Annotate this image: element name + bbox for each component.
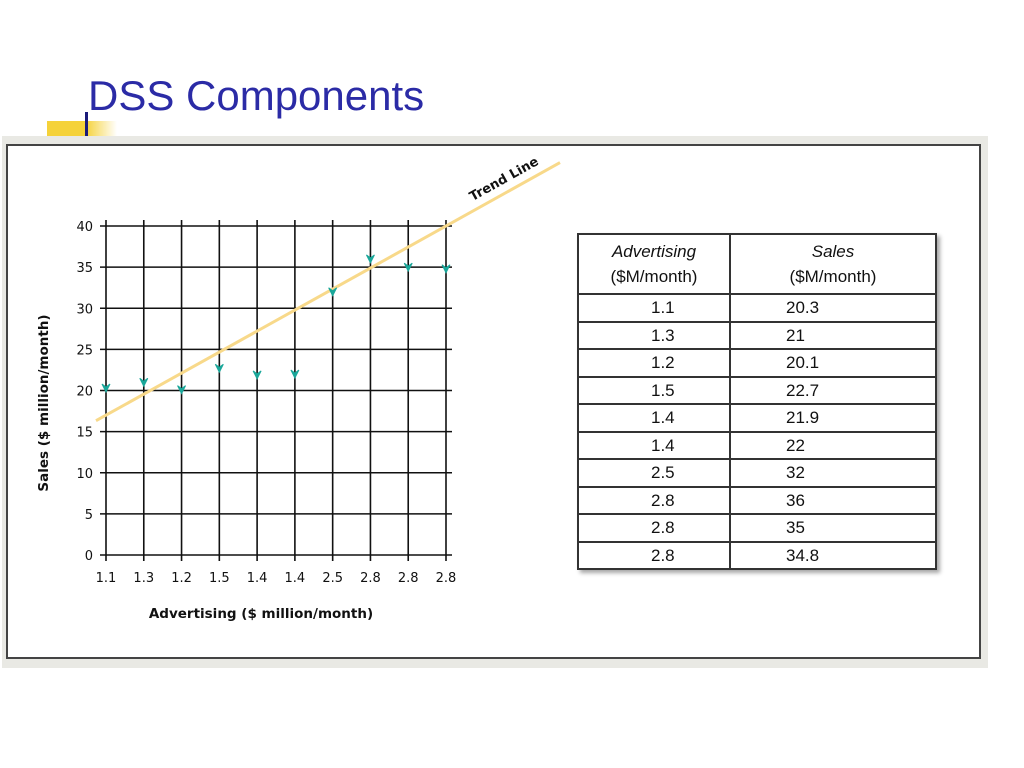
table-header-row: Advertising ($M/month) Sales ($M/month)	[577, 233, 937, 295]
data-point	[101, 383, 111, 394]
figure-frame	[2, 136, 988, 668]
table-cell-advertising: 1.3	[577, 320, 731, 350]
data-point	[252, 370, 262, 380]
x-tick-label: 2.5	[322, 571, 343, 586]
slide-title: DSS Components	[88, 72, 425, 119]
x-tick-label: 2.8	[436, 571, 457, 586]
table-row: 1.2 20.1	[577, 348, 937, 378]
y-tick-label: 5	[85, 508, 93, 523]
data-point	[365, 254, 375, 265]
data-points	[101, 254, 451, 395]
table-header-sales: Sales ($M/month)	[729, 233, 937, 295]
x-tick-label: 2.8	[360, 571, 381, 586]
title-accent-tick	[85, 112, 88, 136]
data-point	[214, 363, 224, 374]
table-cell-advertising: 2.5	[577, 458, 731, 488]
table-cell-sales: 36	[729, 485, 937, 515]
table-cell-sales: 21	[729, 320, 937, 350]
table-cell-sales: 32	[729, 458, 937, 488]
table-cell-advertising: 1.2	[577, 348, 731, 378]
table-cell-advertising: 2.8	[577, 513, 731, 543]
table-cell-advertising: 2.8	[577, 540, 731, 570]
y-tick-label: 40	[76, 220, 93, 235]
table-cell-sales: 35	[729, 513, 937, 543]
data-point	[139, 377, 149, 388]
table-cell-sales: 20.3	[729, 293, 937, 323]
x-tick-label: 1.1	[96, 571, 117, 586]
y-tick-label: 10	[76, 467, 93, 482]
x-tick-label: 1.4	[247, 571, 268, 586]
y-tick-label: 20	[76, 385, 93, 400]
table-cell-sales: 22.7	[729, 375, 937, 405]
table-cell-advertising: 2.8	[577, 485, 731, 515]
trend-line	[95, 161, 561, 423]
title-accent-bar	[47, 121, 117, 137]
chart-ticks: 0 5 10 15 20 25 30 35 40 1.1 1.3 1.2 1.5 1.4 1.4 2.5 2.8…	[76, 220, 456, 586]
table-cell-sales: 22	[729, 430, 937, 460]
table-header-advertising: Advertising ($M/month)	[577, 233, 731, 295]
table-row: 1.3 21	[577, 320, 937, 350]
table-cell-advertising: 1.4	[577, 430, 731, 460]
table-cell-advertising: 1.5	[577, 375, 731, 405]
x-tick-label: 2.8	[398, 571, 419, 586]
table-row: 2.8 35	[577, 513, 937, 543]
x-tick-label: 1.5	[209, 571, 230, 586]
table-row: 1.1 20.3	[577, 293, 937, 323]
x-tick-label: 1.4	[285, 571, 306, 586]
data-point	[441, 264, 451, 274]
table-cell-sales: 21.9	[729, 403, 937, 433]
table-row: 2.8 36	[577, 485, 937, 515]
table-row: 1.4 21.9	[577, 403, 937, 433]
y-tick-label: 0	[85, 549, 93, 564]
y-tick-label: 15	[76, 426, 93, 441]
data-table: Advertising ($M/month) Sales ($M/month) …	[577, 233, 937, 570]
table-cell-advertising: 1.1	[577, 293, 731, 323]
y-tick-label: 35	[76, 261, 93, 276]
data-point	[290, 369, 300, 380]
data-point	[328, 287, 338, 297]
table-row: 1.4 22	[577, 430, 937, 460]
x-axis-label: Advertising ($ million/month)	[149, 606, 373, 622]
y-axis-label: Sales ($ million/month)	[36, 314, 52, 491]
table-row: 2.5 32	[577, 458, 937, 488]
x-tick-label: 1.3	[133, 571, 154, 586]
x-tick-label: 1.2	[171, 571, 192, 586]
table-row: 1.5 22.7	[577, 375, 937, 405]
table-row: 2.8 34.8	[577, 540, 937, 570]
trend-line-group: Trend Line	[95, 154, 561, 423]
table-cell-sales: 20.1	[729, 348, 937, 378]
data-point	[403, 262, 413, 273]
table-cell-advertising: 1.4	[577, 403, 731, 433]
data-point	[177, 385, 187, 395]
y-tick-label: 25	[76, 343, 93, 358]
y-tick-label: 30	[76, 302, 93, 317]
table-cell-sales: 34.8	[729, 540, 937, 570]
